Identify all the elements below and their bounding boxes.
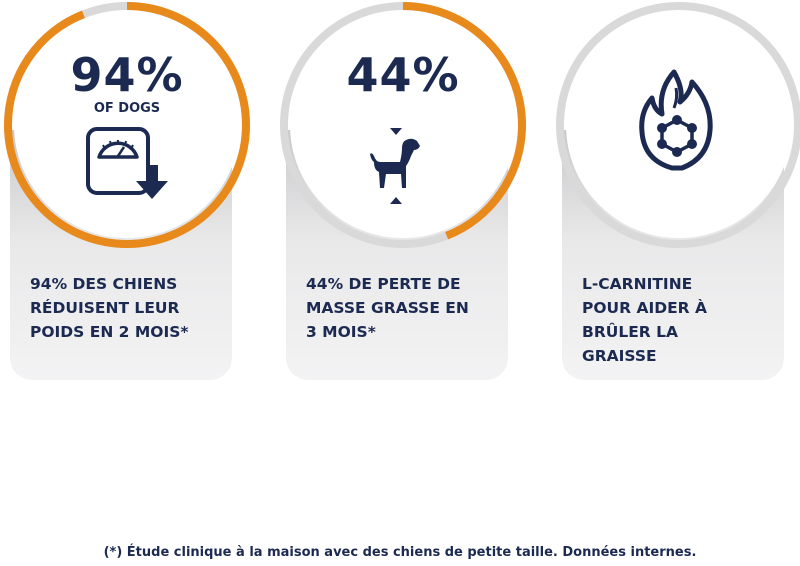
stat-card-fat-loss: 44% 44% DE PERTE DE MASSE GRASSE EN 3 MO… xyxy=(278,0,526,380)
stat-card-weight: 94% OF DOGS 94% DES CHIENS RÉDUISENT LEU… xyxy=(2,0,250,380)
stat-subtitle: OF DOGS xyxy=(93,101,161,116)
stat-caption: 44% DE PERTE DE MASSE GRASSE EN 3 MOIS* xyxy=(306,275,469,341)
progress-ring xyxy=(556,2,800,248)
footnote: (*) Étude clinique à la maison avec des … xyxy=(103,545,697,560)
dog-icon xyxy=(370,128,420,204)
stat-value: 94% xyxy=(70,48,184,102)
flame-molecule-icon xyxy=(639,69,713,171)
stat-disc xyxy=(566,12,792,238)
progress-ring xyxy=(280,2,526,248)
stat-caption: L-CARNITINE POUR AIDER À BRÛLER LA GRAIS… xyxy=(582,275,707,365)
scale-weight-down-icon xyxy=(86,127,168,199)
stat-disc xyxy=(290,12,516,238)
stat-disc xyxy=(14,12,240,238)
stat-card-l-carnitine: L-CARNITINE POUR AIDER À BRÛLER LA GRAIS… xyxy=(554,0,800,380)
stat-caption: 94% DES CHIENS RÉDUISENT LEUR POIDS EN 2… xyxy=(30,275,189,341)
progress-ring xyxy=(4,2,250,248)
stat-value: 44% xyxy=(346,48,460,102)
